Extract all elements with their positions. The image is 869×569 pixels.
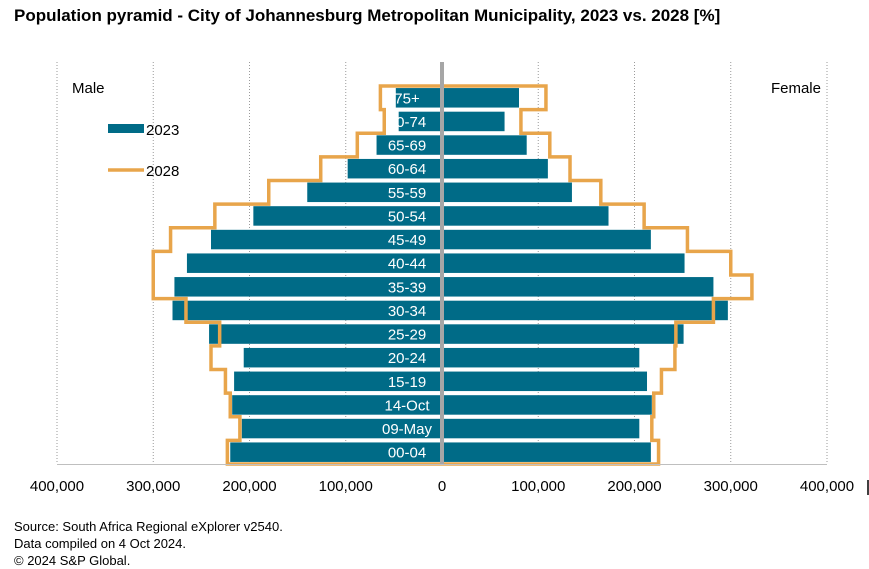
- bar-male-2023: [347, 158, 442, 179]
- population-pyramid-chart: 400,000 300,000 200,000 100,000 0 100,000 200,…: [30, 62, 869, 495]
- bar-male-2023: [376, 135, 442, 155]
- chart-footer: Source: South Africa Regional eXplorer v…: [14, 518, 283, 569]
- bar-male-2023: [395, 88, 442, 108]
- bar-male-2023: [232, 395, 442, 415]
- bar-female-2023: [442, 277, 714, 297]
- bar-female-2023: [442, 347, 640, 368]
- compiled-note: Data compiled on 4 Oct 2024.: [14, 536, 186, 551]
- age-labels: 75+ 70-74 65-69 60-64 55-59 50-54 45-49 40-44 35…: [72, 80, 821, 462]
- bar-female-2023: [442, 88, 519, 108]
- age-group-label: 60-64: [388, 161, 426, 178]
- bar-male-2023: [211, 229, 442, 250]
- age-group-label: 20-24: [388, 350, 426, 367]
- bar-male-2023: [398, 111, 442, 132]
- source-note: Source: South Africa Regional eXplorer v…: [14, 519, 283, 534]
- age-group-label: 15-19: [388, 374, 426, 391]
- x-tick-label: 200,000: [222, 478, 276, 495]
- bar-male-2023: [234, 371, 442, 392]
- copyright-note: © 2024 S&P Global.: [14, 553, 131, 568]
- female-label: Female: [771, 80, 821, 97]
- bar-male-2023: [209, 324, 442, 344]
- bar-female-2023: [442, 418, 640, 439]
- age-group-label: 65-69: [388, 138, 426, 155]
- legend-swatch-2023: [108, 124, 144, 133]
- x-tick-label: 300,000: [126, 478, 180, 495]
- outline-female-2028: [442, 84, 754, 466]
- bars-2023: [172, 88, 728, 462]
- bar-male-2023: [243, 347, 442, 368]
- bar-male-2023: [186, 253, 442, 273]
- bar-female-2023: [442, 158, 548, 179]
- legend-label-2023: 2023: [146, 122, 179, 139]
- x-tick-label: 100,000: [319, 478, 373, 495]
- x-tick-label: 400,000: [800, 478, 854, 495]
- legend-label-2028: 2028: [146, 163, 179, 180]
- chart-title: Population pyramid - City of Johannesbur…: [14, 6, 721, 25]
- age-group-label: 35-39: [388, 279, 426, 296]
- bar-female-2023: [442, 111, 505, 132]
- bar-male-2023: [172, 300, 442, 321]
- bar-female-2023: [442, 206, 609, 226]
- age-group-label: 75+: [394, 90, 420, 107]
- age-group-label: 70-74: [388, 114, 426, 131]
- bar-female-2023: [442, 182, 572, 203]
- age-group-label: 00-04: [388, 445, 426, 462]
- x-tick-label: 100,000: [511, 478, 565, 495]
- x-tick-label: 300,000: [704, 478, 758, 495]
- age-group-label: 09-May: [382, 421, 433, 438]
- bar-male-2023: [230, 442, 442, 462]
- bar-female-2023: [442, 229, 651, 250]
- bar-female-2023: [442, 371, 648, 392]
- bar-female-2023: [442, 300, 728, 321]
- outline-2028: [151, 84, 754, 466]
- bar-male-2023: [241, 418, 442, 439]
- outline-male-2028: [151, 84, 442, 466]
- bar-female-2023: [442, 253, 685, 273]
- center-axis: [440, 62, 444, 464]
- bar-male-2023: [174, 277, 443, 297]
- x-tick-label: 400,000: [30, 478, 84, 495]
- bar-female-2023: [442, 395, 652, 415]
- male-label: Male: [72, 80, 105, 97]
- age-group-label: 50-54: [388, 208, 426, 225]
- age-group-label: 25-29: [388, 327, 426, 344]
- bar-female-2023: [442, 442, 651, 462]
- bar-male-2023: [253, 206, 442, 226]
- age-group-label: 40-44: [388, 256, 426, 273]
- x-tick-label: 0: [438, 478, 446, 495]
- bar-male-2023: [307, 182, 442, 203]
- age-group-label: 55-59: [388, 185, 426, 202]
- x-tick-label: 200,000: [607, 478, 661, 495]
- age-group-label: 30-34: [388, 303, 426, 320]
- bar-female-2023: [442, 135, 527, 155]
- age-group-label: 45-49: [388, 232, 426, 249]
- age-group-label: 14-Oct: [384, 397, 430, 414]
- axis: 400,000 300,000 200,000 100,000 0 100,000 200,…: [30, 62, 869, 495]
- legend: 2023 2028: [108, 122, 179, 180]
- bar-female-2023: [442, 324, 684, 344]
